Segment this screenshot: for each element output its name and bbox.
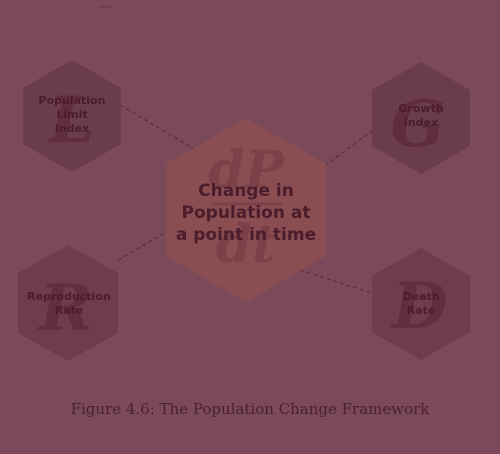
hex-death-rate bbox=[372, 248, 470, 360]
connector-center-death bbox=[299, 269, 379, 296]
label-population-limit-index: Population Limit Index bbox=[38, 94, 106, 135]
label-growth-index: Growth Index bbox=[398, 102, 444, 129]
hex-change-in-population bbox=[166, 118, 326, 302]
connector-growth-center bbox=[325, 129, 374, 166]
hex-growth-index bbox=[372, 62, 470, 174]
glyph-g: G bbox=[391, 87, 446, 162]
label-death-rate: Death Rate bbox=[402, 290, 440, 317]
glyph-l: L bbox=[48, 83, 95, 158]
connector-reproduction-center bbox=[117, 229, 171, 261]
glyph-d: D bbox=[390, 269, 448, 344]
glyph-dp: dP bbox=[208, 140, 285, 201]
glyph-dt: dt bbox=[216, 214, 276, 275]
glyph-r: R bbox=[37, 271, 92, 346]
label-change-in-population: Change in Population at a point in time bbox=[175, 181, 317, 246]
figure-caption: Figure 4.6: The Population Change Framew… bbox=[70, 400, 430, 418]
hex-reproduction-rate bbox=[18, 245, 118, 361]
connector-limit-center bbox=[119, 104, 197, 151]
hex-limit-index bbox=[23, 60, 121, 172]
label-reproduction-rate: Reproduction Rate bbox=[27, 290, 111, 317]
header-note: Draft file bbox=[100, 5, 114, 9]
